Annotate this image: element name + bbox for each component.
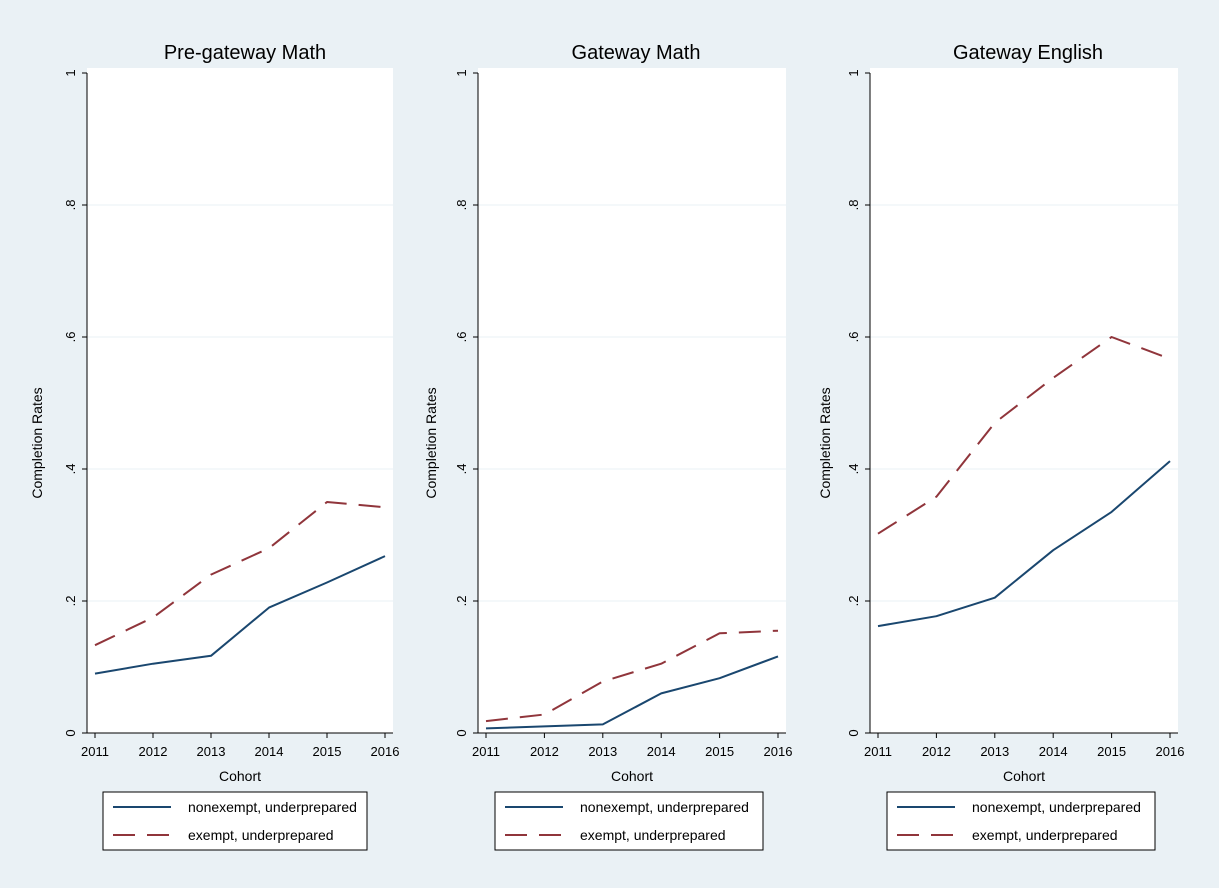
y-tick-label: .6 (63, 332, 78, 343)
x-axis-title: Cohort (611, 768, 653, 784)
legend: nonexempt, underprepared exempt, underpre… (494, 791, 764, 851)
x-tick-label: 2011 (472, 744, 500, 759)
series-line-nonexempt (877, 460, 1171, 628)
y-tick-label: .8 (63, 200, 78, 211)
y-tick-label: 1 (846, 69, 861, 76)
y-tick-label: .8 (454, 200, 469, 211)
chart-panel-1: 0 .2 .4 .6 .8 1 2011 2012 2013 2014 2015 2016 Pre-ga… (29, 42, 400, 851)
y-tick-label: 0 (846, 729, 861, 736)
y-tick-label: 1 (454, 69, 469, 76)
legend-box (886, 791, 1156, 851)
x-tick-label: 2016 (1156, 744, 1185, 759)
y-tick-label: .6 (846, 332, 861, 343)
chart-panel-2: 0 .2 .4 .6 .8 1 2011 2012 2013 2014 2015 2016 Gatewa… (423, 42, 793, 851)
plot-area (87, 68, 393, 733)
y-tick-label: .4 (454, 464, 469, 475)
series-line-nonexempt (94, 555, 386, 675)
y-tick-label: .8 (846, 200, 861, 211)
panel-title: Gateway English (953, 42, 1103, 64)
series-line-exempt (485, 629, 779, 723)
x-tick-label: 2013 (980, 744, 1009, 759)
x-tick-label: 2011 (81, 744, 109, 759)
legend-label: nonexempt, underprepared (580, 799, 749, 815)
y-tick-label: .2 (63, 596, 78, 607)
legend-label: exempt, underprepared (580, 827, 726, 843)
y-tick-label: .4 (63, 464, 78, 475)
x-tick-label: 2013 (588, 744, 617, 759)
x-tick-label: 2015 (313, 744, 342, 759)
legend: nonexempt, underprepared exempt, underpre… (886, 791, 1156, 851)
legend-box (102, 791, 368, 851)
y-tick-label: 0 (454, 729, 469, 736)
y-tick-label: .6 (454, 332, 469, 343)
chart-panel-3: 0 .2 .4 .6 .8 1 2011 2012 2013 2014 2015 2016 Gatewa… (817, 42, 1185, 851)
y-axis-title: Completion Rates (423, 387, 439, 498)
x-tick-label: 2014 (647, 744, 676, 759)
y-tick-label: .4 (846, 464, 861, 475)
y-tick-label: .2 (846, 596, 861, 607)
x-tick-label: 2012 (922, 744, 951, 759)
y-axis-title: Completion Rates (29, 387, 45, 498)
panel-title: Pre-gateway Math (164, 42, 326, 64)
legend: nonexempt, underprepared exempt, underpre… (102, 791, 368, 851)
x-tick-label: 2013 (197, 744, 226, 759)
x-tick-label: 2015 (1097, 744, 1126, 759)
x-axis-title: Cohort (1003, 768, 1045, 784)
y-tick-label: 0 (63, 729, 78, 736)
panel-title: Gateway Math (572, 42, 701, 64)
x-tick-label: 2014 (255, 744, 284, 759)
x-tick-label: 2012 (530, 744, 559, 759)
legend-label: nonexempt, underprepared (972, 799, 1141, 815)
legend-box (494, 791, 764, 851)
x-axis-title: Cohort (219, 768, 261, 784)
y-tick-label: 1 (63, 69, 78, 76)
plot-area (478, 68, 786, 733)
series-line-nonexempt (485, 655, 779, 730)
series-line-exempt (877, 336, 1171, 535)
x-tick-label: 2015 (705, 744, 734, 759)
legend-label: exempt, underprepared (972, 827, 1118, 843)
y-axis-title: Completion Rates (817, 387, 833, 498)
legend-label: exempt, underprepared (188, 827, 334, 843)
legend-label: nonexempt, underprepared (188, 799, 357, 815)
x-tick-label: 2014 (1039, 744, 1068, 759)
plot-area (870, 68, 1178, 733)
y-tick-label: .2 (454, 596, 469, 607)
series-line-exempt (94, 501, 386, 647)
x-tick-label: 2016 (764, 744, 793, 759)
x-tick-label: 2016 (371, 744, 400, 759)
x-tick-label: 2012 (139, 744, 168, 759)
x-tick-label: 2011 (864, 744, 892, 759)
